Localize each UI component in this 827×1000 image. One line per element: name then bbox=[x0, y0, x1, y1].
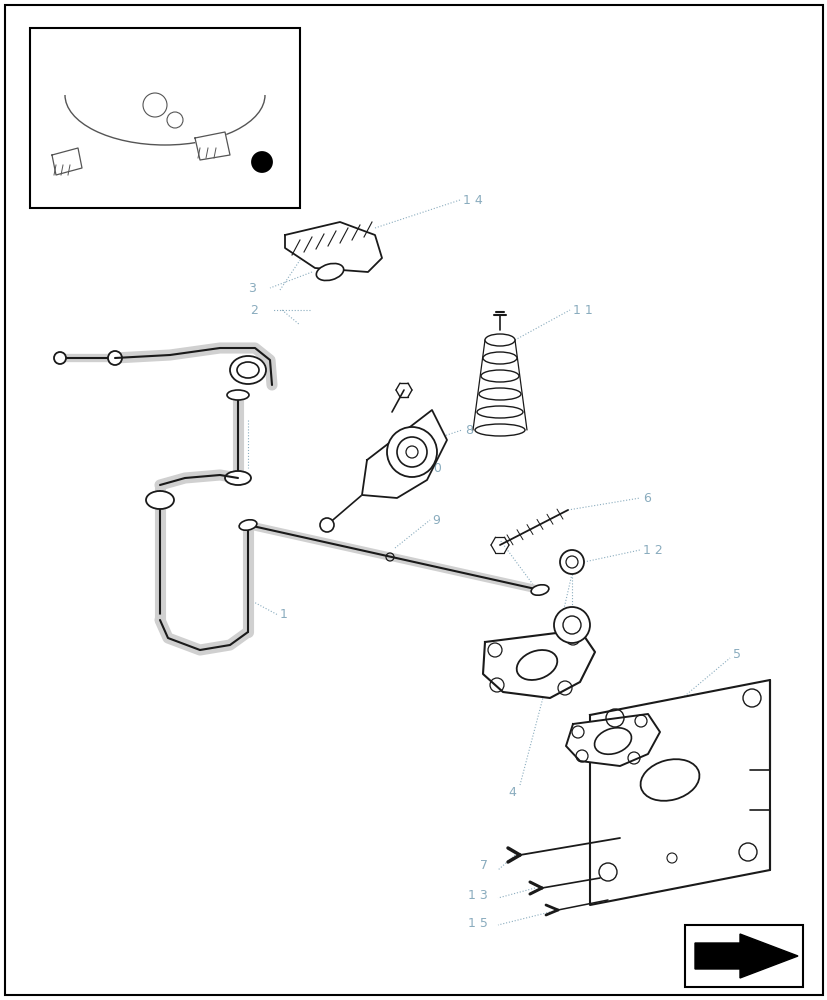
Polygon shape bbox=[482, 630, 595, 698]
FancyBboxPatch shape bbox=[30, 28, 299, 208]
Polygon shape bbox=[566, 714, 659, 766]
Text: 9: 9 bbox=[432, 514, 439, 526]
Ellipse shape bbox=[594, 728, 631, 754]
Ellipse shape bbox=[225, 471, 251, 485]
Ellipse shape bbox=[516, 650, 557, 680]
Circle shape bbox=[319, 518, 333, 532]
Text: 8: 8 bbox=[465, 424, 472, 436]
Text: 1: 1 bbox=[280, 608, 288, 621]
Text: 6: 6 bbox=[643, 491, 650, 504]
Circle shape bbox=[251, 152, 272, 172]
Circle shape bbox=[54, 352, 66, 364]
Polygon shape bbox=[361, 410, 447, 498]
Circle shape bbox=[396, 437, 427, 467]
Polygon shape bbox=[284, 222, 381, 272]
Text: 1 3: 1 3 bbox=[467, 889, 487, 902]
Ellipse shape bbox=[237, 362, 259, 378]
Ellipse shape bbox=[479, 388, 520, 400]
Text: 1 4: 1 4 bbox=[462, 194, 482, 207]
Circle shape bbox=[553, 607, 590, 643]
Circle shape bbox=[386, 427, 437, 477]
Ellipse shape bbox=[239, 520, 256, 530]
Polygon shape bbox=[590, 680, 769, 905]
Text: 5: 5 bbox=[732, 648, 740, 662]
Text: 1 2: 1 2 bbox=[643, 544, 662, 556]
Polygon shape bbox=[52, 148, 82, 175]
Polygon shape bbox=[694, 934, 797, 978]
Polygon shape bbox=[195, 132, 230, 160]
Ellipse shape bbox=[530, 585, 548, 595]
Ellipse shape bbox=[227, 390, 249, 400]
Text: 7: 7 bbox=[480, 859, 487, 872]
Circle shape bbox=[559, 550, 583, 574]
Text: 1 1: 1 1 bbox=[572, 304, 592, 316]
Text: 2: 2 bbox=[250, 304, 257, 316]
Ellipse shape bbox=[485, 334, 514, 346]
Text: 3: 3 bbox=[248, 282, 256, 294]
Text: 4: 4 bbox=[508, 786, 515, 799]
Text: 1 0: 1 0 bbox=[422, 462, 442, 475]
Ellipse shape bbox=[482, 352, 516, 364]
FancyBboxPatch shape bbox=[684, 925, 802, 987]
Circle shape bbox=[108, 351, 122, 365]
Ellipse shape bbox=[475, 424, 524, 436]
Ellipse shape bbox=[316, 263, 343, 281]
Ellipse shape bbox=[476, 406, 523, 418]
Ellipse shape bbox=[146, 491, 174, 509]
Text: 1 5: 1 5 bbox=[467, 917, 487, 930]
Ellipse shape bbox=[480, 370, 519, 382]
Ellipse shape bbox=[230, 356, 265, 384]
